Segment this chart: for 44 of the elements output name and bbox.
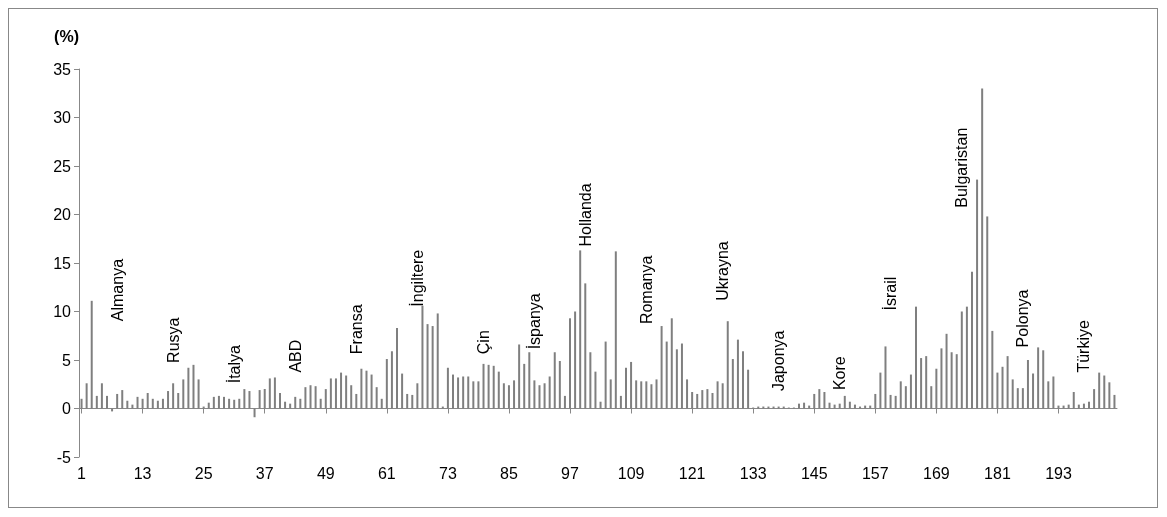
annotation: Japonya (770, 330, 788, 392)
x-tick-label: 133 (739, 464, 767, 482)
x-tick-label: 25 (194, 464, 213, 482)
annotation: ABD (286, 339, 304, 373)
x-tick-label: 49 (316, 464, 335, 482)
x-tick-label: 181 (984, 464, 1011, 482)
annotation: Fransa (347, 304, 365, 355)
annotation: İtalya (224, 344, 243, 384)
annotation: İsrail (881, 276, 900, 311)
y-tick-label: 30 (53, 109, 72, 126)
annotation: Kore (831, 356, 849, 391)
annotation: Polonya (1014, 289, 1032, 348)
x-tick-label: 61 (377, 464, 396, 482)
y-tick-label: 25 (53, 157, 72, 175)
x-tick-label: 13 (133, 464, 152, 482)
x-tick-label: 169 (923, 464, 950, 482)
x-tick-label: 85 (500, 464, 518, 482)
y-tick-label: 5 (62, 351, 72, 369)
x-tick-label: 145 (800, 464, 828, 482)
y-tick-label: 15 (53, 254, 72, 272)
x-tick-label: 121 (678, 464, 706, 482)
x-tick-label: 109 (617, 464, 645, 482)
annotation: Türkiye (1075, 320, 1093, 373)
y-tick-label: -5 (56, 448, 72, 466)
annotation: Hollanda (576, 183, 594, 247)
annotation: Ukrayna (714, 241, 732, 301)
x-tick-label: 1 (77, 464, 87, 482)
x-tick-label: 37 (255, 464, 274, 482)
y-tick-label: 0 (62, 400, 72, 417)
y-tick-label: 35 (53, 60, 72, 78)
annotation: İngiltere (407, 249, 426, 307)
annotation: İspanya (524, 293, 543, 350)
x-tick-label: 157 (861, 464, 889, 482)
x-tick-label: 97 (561, 464, 580, 482)
annotation: Almanya (108, 258, 126, 322)
annotation: Rusya (164, 317, 182, 363)
y-axis-title: (%) (54, 27, 79, 45)
x-tick-label: 193 (1045, 464, 1072, 482)
y-tick-label: 20 (53, 206, 72, 223)
x-tick-label: 73 (439, 464, 457, 482)
annotation: Bulgaristan (953, 127, 971, 208)
annotation: Romanya (637, 255, 655, 325)
y-tick-label: 10 (53, 303, 72, 320)
annotation: Çin (475, 330, 493, 355)
